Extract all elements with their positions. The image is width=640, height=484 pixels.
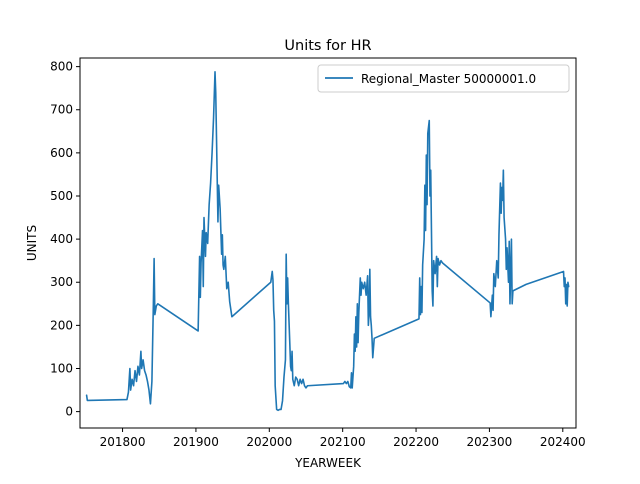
plot-area: [85, 71, 570, 412]
x-axis: 201800 201900 202000 202100 202200 202300 2024…: [100, 428, 586, 449]
y-axis: 0 100 200 300 400 500 600 700 800: [50, 60, 80, 419]
series-line-0: [85, 71, 570, 412]
y-tick-label: 200: [50, 318, 73, 332]
axes-frame: [79, 57, 577, 429]
legend-box: [317, 64, 570, 93]
x-tick-label: 202400: [540, 435, 586, 449]
x-tick-label: 202000: [246, 435, 292, 449]
y-tick-label: 100: [50, 361, 73, 375]
x-tick-label: 202200: [393, 435, 439, 449]
legend: Regional_Master 50000001.0: [317, 64, 570, 93]
y-tick-label: 600: [50, 146, 73, 160]
x-tick-label: 201800: [100, 435, 146, 449]
x-tick-label: 202300: [467, 435, 513, 449]
chart-title: Units for HR: [284, 38, 371, 54]
legend-label: Regional_Master 50000001.0: [361, 72, 536, 86]
x-tick-label: 201900: [173, 435, 219, 449]
y-tick-label: 400: [50, 232, 73, 246]
y-axis-label: UNITS: [25, 225, 39, 261]
y-tick-label: 0: [65, 405, 73, 419]
y-tick-label: 300: [50, 275, 73, 289]
y-tick-label: 800: [50, 60, 73, 74]
y-tick-label: 500: [50, 189, 73, 203]
x-axis-label: YEARWEEK: [294, 456, 362, 470]
x-tick-label: 202100: [320, 435, 366, 449]
y-tick-label: 700: [50, 103, 73, 117]
